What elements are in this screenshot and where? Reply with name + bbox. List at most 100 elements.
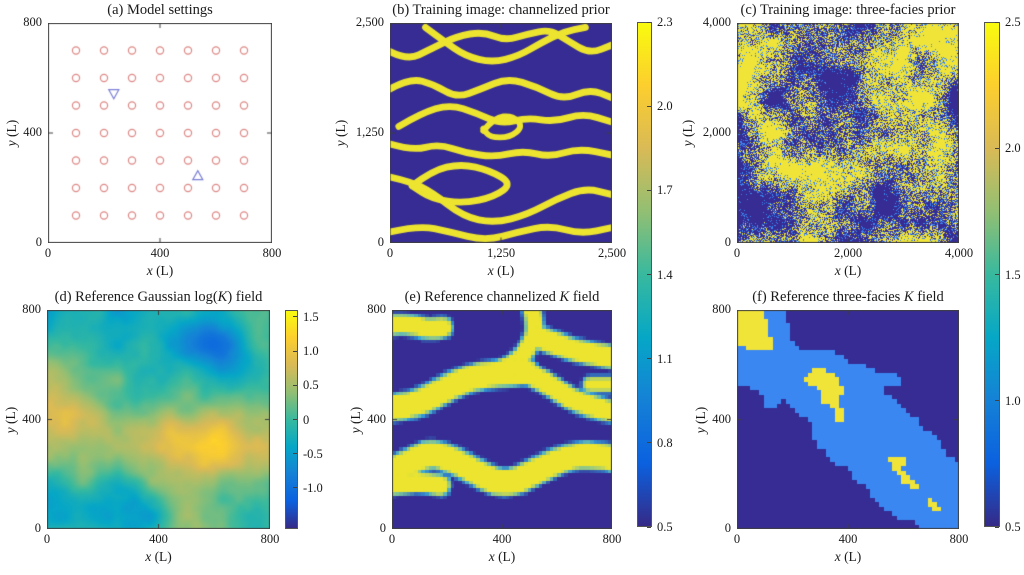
subplot-e-xlabel: x (L)	[488, 549, 516, 564]
x-tick-label: 0	[386, 246, 394, 260]
x-tick-label: 0	[733, 246, 741, 260]
subplot-e-heatmap-canvas	[392, 310, 612, 529]
subplot-b-title: (b) Training image: channelized prior	[392, 2, 610, 18]
y-tick-label: 800	[23, 15, 42, 29]
colorbar-gaussian-log-k: 1.5 1.0 0.5 0 -0.5 -1.0	[285, 310, 323, 529]
subplot-a-title: (a) Model settings	[107, 2, 213, 18]
colorbar-tick-mark	[995, 274, 999, 275]
subplot-c-heatmap-canvas	[737, 23, 959, 243]
y-tick-label: 800	[712, 302, 731, 316]
y-tick-label: 400	[367, 411, 386, 426]
y-tick-label: 800	[367, 302, 386, 316]
subplot-b-heatmap-canvas	[390, 23, 612, 243]
colorbar-tick-mark	[647, 189, 651, 191]
subplot-d-title: (d) Reference Gaussian log(K) field	[54, 289, 263, 305]
x-tick-label: 400	[492, 532, 512, 546]
subplot-e-title: (e) Reference channelized K field	[404, 289, 600, 305]
x-tick-label: 800	[260, 532, 280, 546]
subplot-f-reference-three-facies-k-field: (f) Reference three-facies K field x (L)…	[693, 289, 968, 564]
colorbar-tick-mark	[647, 105, 651, 107]
subplot-c-training-image-three-facies: (c) Training image: three-facies prior x…	[680, 2, 973, 278]
x-tick-label: 0	[733, 532, 741, 546]
subplot-d-gaussian-log-k-field: (d) Reference Gaussian log(K) field x (L…	[3, 289, 279, 564]
x-tick-label: 0	[388, 532, 396, 546]
colorbar-tick-label: 1.5	[1005, 267, 1021, 282]
colorbar-tick-mark	[293, 419, 297, 420]
colorbar-tick-mark	[647, 358, 651, 360]
y-tick-label: 0	[379, 521, 386, 535]
colorbar-tick-label: 1.1	[657, 351, 673, 366]
colorbar-tick-label: -1.0	[303, 480, 323, 495]
colorbar-tick-label: 2.5	[1005, 15, 1021, 29]
colorbar-tick-mark	[995, 400, 999, 402]
y-tick-label: 4,000	[702, 15, 731, 29]
x-tick-label: 4,000	[944, 246, 974, 260]
colorbar-channelized-k: 2.3 2.0 1.7 1.4 1.1 0.8 0.5	[637, 15, 673, 534]
colorbar-tick-label: 2.0	[657, 99, 673, 114]
subplot-f-title: (f) Reference three-facies K field	[752, 289, 944, 305]
subplot-b-xlabel: x (L)	[487, 263, 515, 278]
colorbar-tick-label: 1.7	[657, 183, 673, 198]
colorbar-tick-label: -0.5	[303, 446, 323, 461]
colorbar-tick-label: 2.3	[657, 15, 673, 29]
y-tick-label: 0	[34, 521, 41, 535]
subplot-f-xlabel: x (L)	[834, 549, 862, 564]
x-tick-label: 400	[149, 532, 168, 546]
subplot-c-xlabel: x (L)	[834, 263, 862, 278]
colorbar-tick-mark	[293, 350, 297, 352]
y-tick-label: 0	[724, 521, 731, 535]
colorbar-tick-label: 2.0	[1005, 141, 1021, 156]
colorbar-tick-label: 1.4	[657, 267, 673, 282]
x-tick-label: 400	[150, 246, 170, 260]
colorbar-gradient	[285, 310, 298, 529]
colorbar-tick-label: 0.5	[1005, 520, 1021, 534]
colorbar-tick-label: 0.5	[303, 378, 319, 393]
colorbar-tick-label: 0	[303, 412, 310, 427]
colorbar-tick-mark	[647, 442, 651, 444]
colorbar-tick-label: 1.5	[303, 309, 319, 324]
subplot-d-heatmap-canvas	[47, 310, 270, 529]
colorbar-tick-mark	[647, 21, 651, 23]
y-tick-label: 0	[377, 235, 384, 249]
subplot-f-heatmap-canvas	[737, 310, 959, 529]
colorbar-tick-mark	[293, 453, 297, 455]
y-tick-label: 2,500	[355, 15, 384, 29]
colorbar-tick-mark	[293, 316, 297, 318]
colorbar-tick-mark	[995, 147, 999, 149]
subplot-c-title: (c) Training image: three-facies prior	[740, 2, 956, 18]
x-tick-label: 800	[262, 246, 282, 260]
colorbar-gradient	[637, 22, 652, 527]
y-tick-label: 400	[23, 125, 42, 139]
subplot-d-xlabel: x (L)	[145, 549, 172, 564]
colorbar-tick-label: 1.0	[1005, 393, 1021, 408]
y-tick-label: 0	[724, 235, 731, 249]
subplot-a-model-settings: (a) Model settings x (L) y (L) 0 400 800 0 4…	[4, 2, 281, 278]
colorbar-tick-label: 1.0	[303, 344, 319, 359]
x-tick-label: 400	[838, 532, 858, 546]
y-tick-label: 400	[712, 411, 731, 426]
y-tick-label: 0	[35, 235, 42, 249]
x-tick-label: 2,000	[833, 246, 863, 260]
colorbar-tick-mark	[995, 21, 999, 23]
subplot-a-plot-canvas	[48, 23, 272, 243]
x-tick-label: 800	[602, 532, 622, 546]
subplot-e-reference-channelized-k-field: (e) Reference channelized K field x (L) …	[348, 289, 621, 564]
x-tick-label: 800	[949, 532, 969, 546]
y-tick-label: 1,250	[355, 125, 384, 139]
colorbar-tick-mark	[647, 274, 651, 275]
colorbar-tick-mark	[293, 487, 297, 489]
subplot-a-xlabel: x (L)	[146, 263, 174, 278]
x-tick-label: 0	[44, 246, 52, 260]
y-tick-label: 2,000	[702, 125, 731, 139]
colorbar-tick-label: 0.8	[657, 435, 673, 450]
colorbar-tick-label: 0.5	[657, 520, 673, 534]
y-tick-label: 400	[22, 411, 41, 426]
colorbar-tick-mark	[995, 526, 999, 528]
colorbar-tick-mark	[647, 526, 651, 528]
x-tick-label: 0	[43, 532, 51, 546]
y-tick-label: 800	[22, 302, 41, 316]
subplot-b-training-image-channelized: (b) Training image: channelized prior x …	[333, 2, 626, 278]
x-tick-label: 2,500	[597, 246, 627, 260]
colorbar-three-facies-k: 2.5 2.0 1.5 1.0 0.5	[984, 15, 1021, 534]
